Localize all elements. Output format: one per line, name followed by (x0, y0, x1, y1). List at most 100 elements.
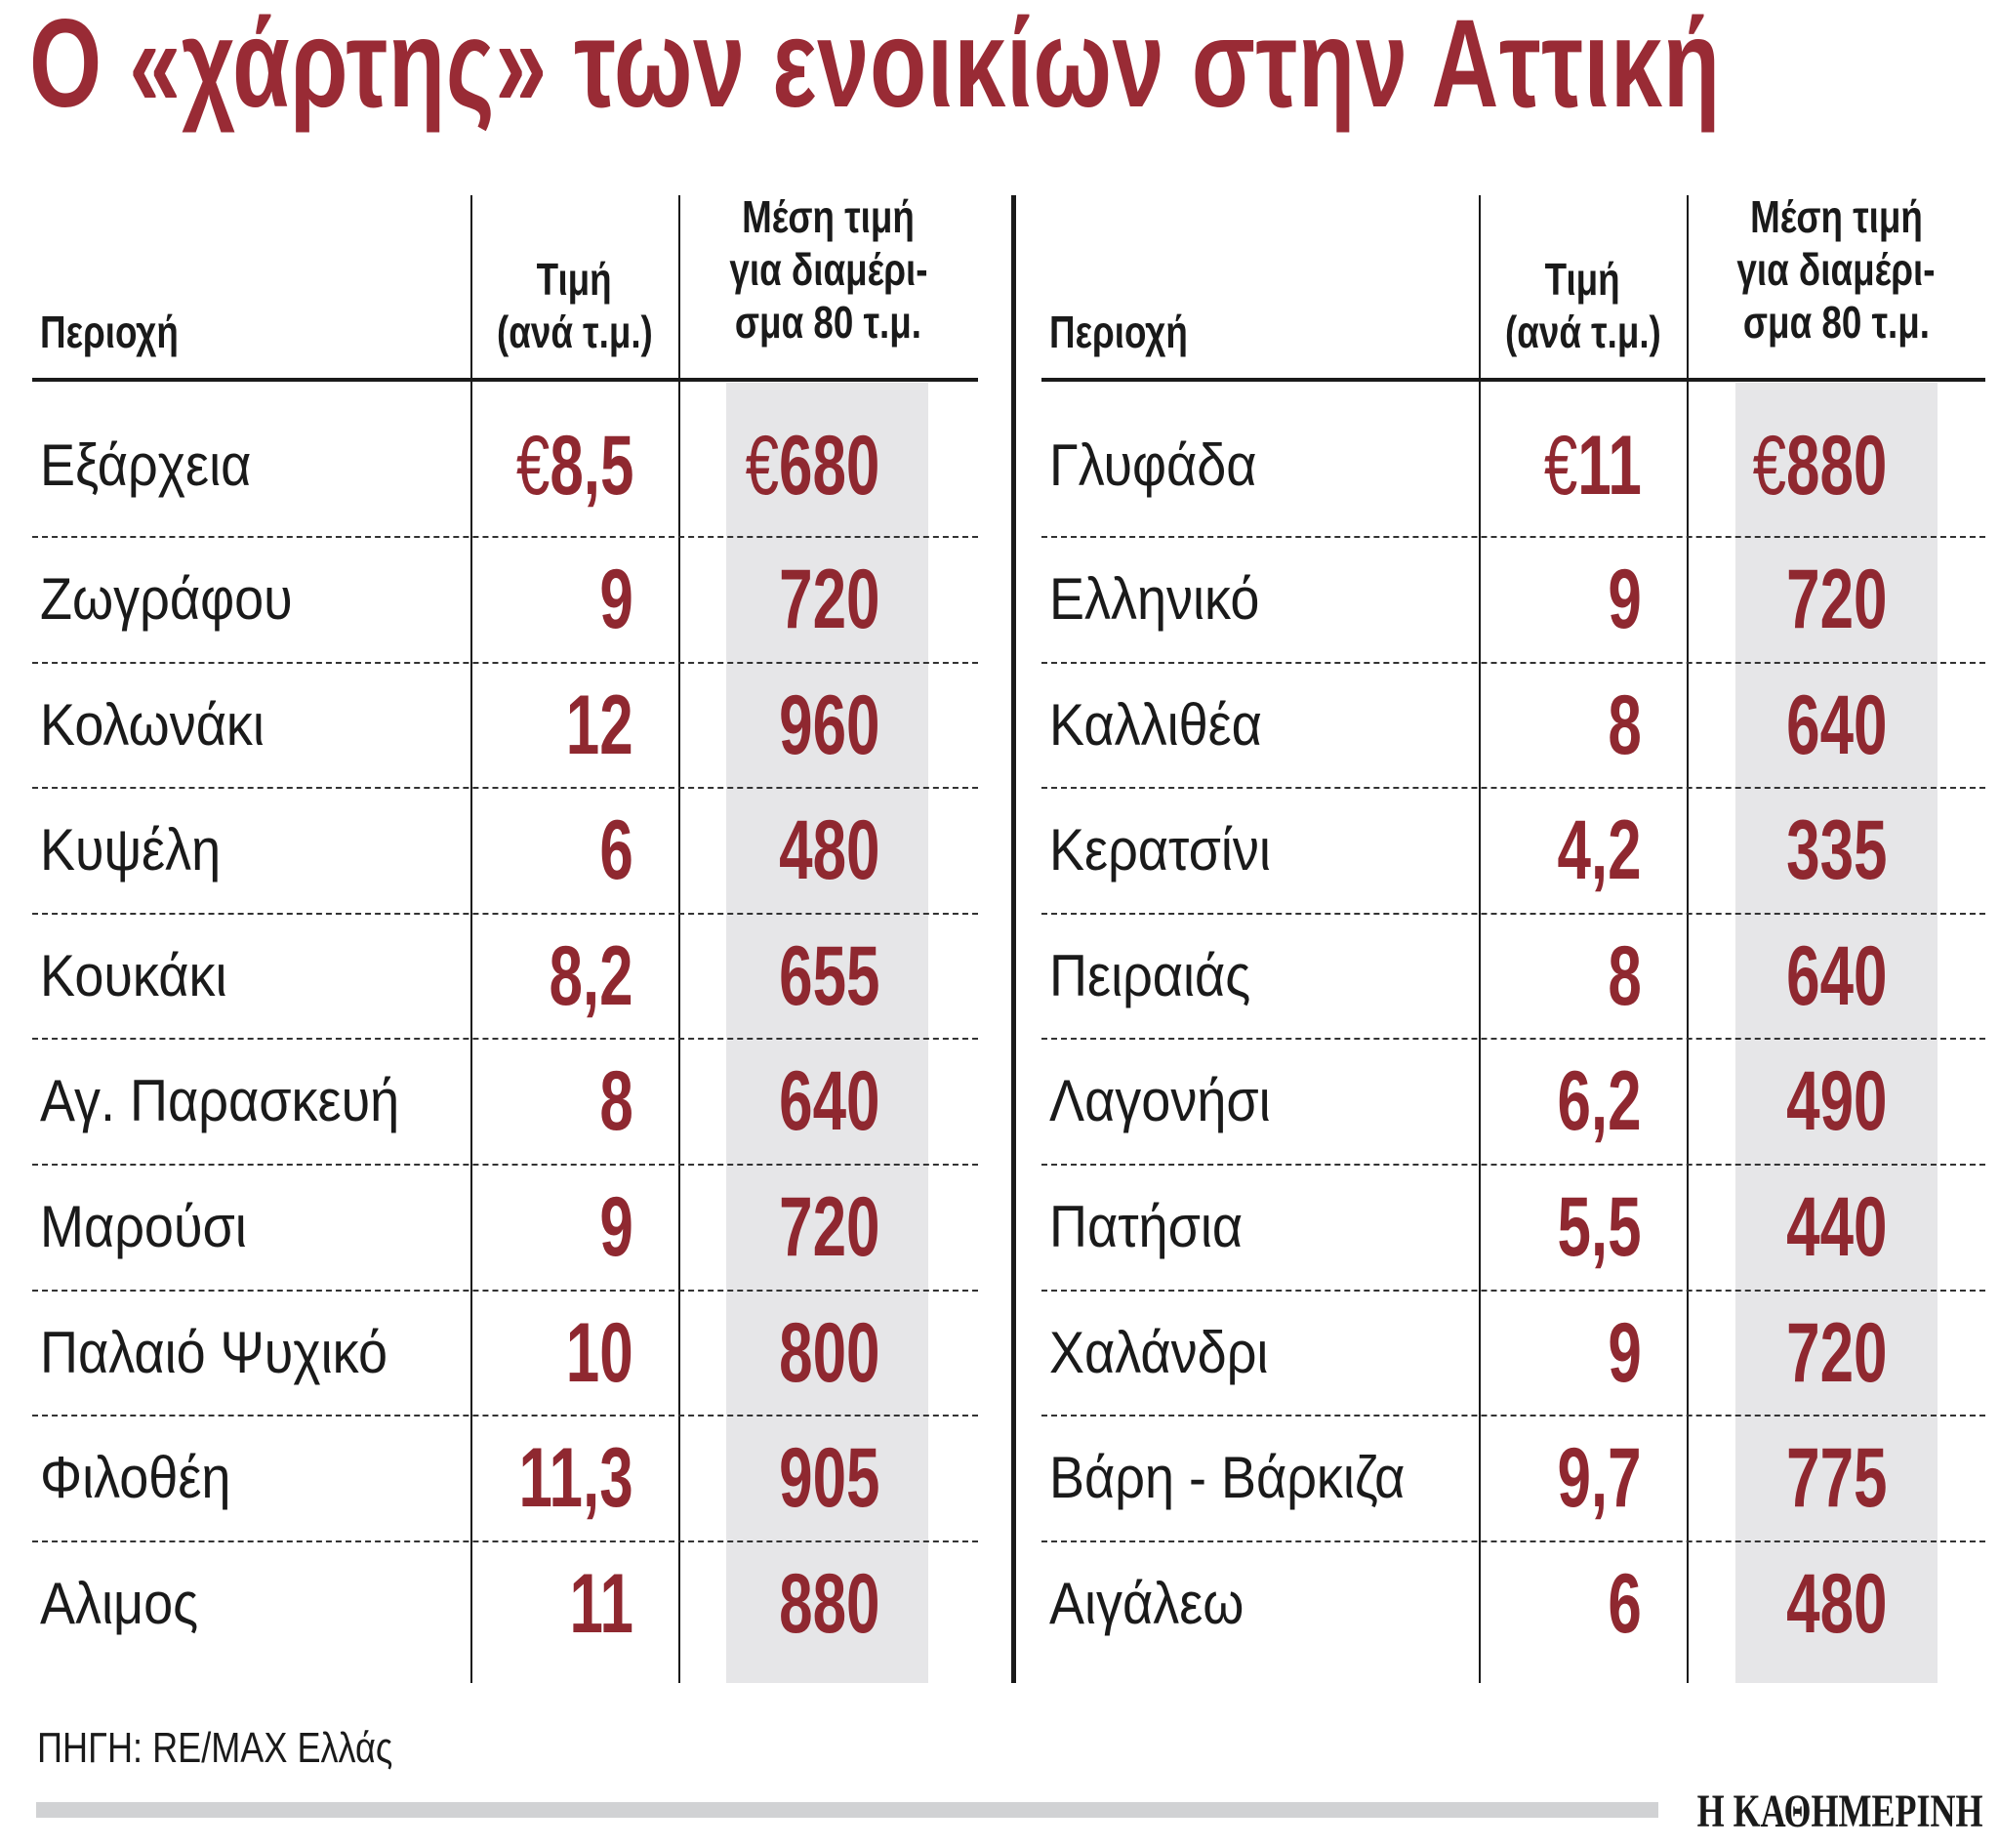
area-name: Αιγάλεω (1049, 1570, 1244, 1636)
table-row: Κουκάκι 8,2 655 (32, 915, 978, 1041)
source-note: ΠΗΓΗ: RE/MAX Ελλάς (37, 1724, 393, 1772)
average-price: 640 (1785, 928, 1887, 1023)
average-price: 960 (778, 678, 879, 772)
column-rule (470, 195, 472, 1683)
average-price: 775 (1785, 1431, 1887, 1526)
header-area: Περιοχή (40, 307, 179, 357)
column-rule (1479, 195, 1481, 1683)
table-row: Πειραιάς 8 640 (1041, 915, 1985, 1041)
table-row: Παλαιό Ψυχικό 10 800 (32, 1292, 978, 1417)
page-title: Ο «χάρτης» των ενοικίων στην Αττική (29, 0, 1721, 134)
table-row: Αιγάλεω 6 480 (1041, 1542, 1985, 1668)
table-row: Κολωνάκι 12 960 (32, 664, 978, 790)
average-price: 720 (778, 1180, 879, 1274)
footer-bar (36, 1802, 1658, 1818)
average-price: 480 (1785, 1556, 1887, 1651)
highlight-column (726, 383, 928, 1683)
price-per-sqm: 9 (1608, 553, 1642, 646)
average-price: €680 (745, 419, 879, 513)
average-price: €880 (1752, 419, 1887, 513)
row-separator (1041, 1038, 1985, 1041)
table-row: Κυψέλη 6 480 (32, 789, 978, 915)
price-per-sqm: 6 (599, 803, 633, 898)
table-row: Μαρούσι 9 720 (32, 1166, 978, 1292)
row-separator (1041, 1289, 1985, 1292)
average-price: 640 (1785, 678, 1887, 772)
price-per-sqm: 11,3 (518, 1431, 633, 1526)
table-row: Αλιμος 11 880 (32, 1542, 978, 1668)
price-per-sqm: 5,5 (1557, 1180, 1642, 1274)
area-name: Κουκάκι (40, 942, 227, 1008)
area-name: Καλλιθέα (1049, 691, 1262, 758)
row-separator (32, 536, 978, 538)
average-price: 335 (1785, 803, 1887, 898)
average-price: 800 (778, 1305, 879, 1400)
area-name: Κολωνάκι (40, 691, 265, 758)
average-price: 720 (1785, 553, 1887, 646)
table-row: Βάρη - Βάρκιζα 9,7 775 (1041, 1417, 1985, 1542)
row-separator (32, 912, 978, 915)
header-area: Περιοχή (1049, 307, 1188, 357)
price-per-sqm: 9 (599, 553, 633, 646)
average-price: 440 (1785, 1180, 1887, 1274)
average-price: 480 (778, 803, 879, 898)
column-rule (1687, 195, 1689, 1683)
area-name: Ελληνικό (1049, 566, 1260, 632)
price-per-sqm: 8 (599, 1054, 633, 1149)
area-name: Γλυφάδα (1049, 432, 1257, 498)
row-separator (32, 661, 978, 664)
average-price: 640 (778, 1054, 879, 1149)
table-row: Καλλιθέα 8 640 (1041, 664, 1985, 790)
row-separator (1041, 1163, 1985, 1166)
area-name: Παλαιό Ψυχικό (40, 1319, 388, 1385)
price-per-sqm: 8 (1608, 678, 1642, 772)
area-name: Πειραιάς (1049, 942, 1251, 1008)
row-separator (1041, 1415, 1985, 1417)
row-separator (32, 1038, 978, 1041)
table-row: Αγ. Παρασκευή 8 640 (32, 1040, 978, 1166)
column-rule (678, 195, 680, 1683)
publisher-logo: Η ΚΑΘΗΜΕΡΙΝΗ (1697, 1786, 1983, 1837)
average-price: 880 (778, 1556, 879, 1651)
area-name: Αγ. Παρασκευή (40, 1068, 400, 1134)
table-row: Φιλοθέη 11,3 905 (32, 1417, 978, 1542)
price-per-sqm: 6 (1608, 1556, 1642, 1651)
price-per-sqm: 10 (566, 1305, 633, 1400)
header-price: Τιμή (ανά τ.μ.) (496, 254, 653, 357)
area-name: Αλιμος (40, 1570, 199, 1636)
header-price: Τιμή (ανά τ.μ.) (1504, 254, 1661, 357)
row-separator (32, 1163, 978, 1166)
price-per-sqm: 9 (599, 1180, 633, 1274)
table-divider (1011, 195, 1016, 1683)
price-per-sqm: 4,2 (1557, 803, 1642, 898)
table-row: Εξάρχεια €8,5 €680 (32, 383, 978, 538)
row-separator (32, 787, 978, 790)
table-row: Πατήσια 5,5 440 (1041, 1166, 1985, 1292)
header-average: Μέση τιμή για διαμέρι-σμα 80 τ.μ. (728, 191, 928, 348)
row-separator (1041, 1540, 1985, 1542)
area-name: Μαρούσι (40, 1194, 247, 1259)
row-separator (1041, 536, 1985, 538)
row-separator (1041, 787, 1985, 790)
average-price: 720 (1785, 1305, 1887, 1400)
row-separator (32, 1415, 978, 1417)
area-name: Κυψέλη (40, 817, 222, 883)
price-per-sqm: 8 (1608, 928, 1642, 1023)
area-name: Φιλοθέη (40, 1445, 231, 1511)
price-per-sqm: €8,5 (515, 419, 633, 513)
row-separator (32, 1289, 978, 1292)
header-average: Μέση τιμή για διαμέρι-σμα 80 τ.μ. (1736, 191, 1936, 348)
area-name: Κερατσίνι (1049, 817, 1271, 883)
area-name: Πατήσια (1049, 1194, 1244, 1259)
average-price: 905 (778, 1431, 879, 1526)
area-name: Χαλάνδρι (1049, 1319, 1269, 1385)
price-per-sqm: 11 (569, 1556, 633, 1651)
price-per-sqm: 6,2 (1557, 1054, 1642, 1149)
table-row: Λαγονήσι 6,2 490 (1041, 1040, 1985, 1166)
table-row: Ελληνικό 9 720 (1041, 538, 1985, 664)
average-price: 720 (778, 553, 879, 646)
area-name: Λαγονήσι (1049, 1068, 1271, 1134)
price-per-sqm: 12 (566, 678, 633, 772)
area-name: Εξάρχεια (40, 432, 252, 498)
average-price: 490 (1785, 1054, 1887, 1149)
